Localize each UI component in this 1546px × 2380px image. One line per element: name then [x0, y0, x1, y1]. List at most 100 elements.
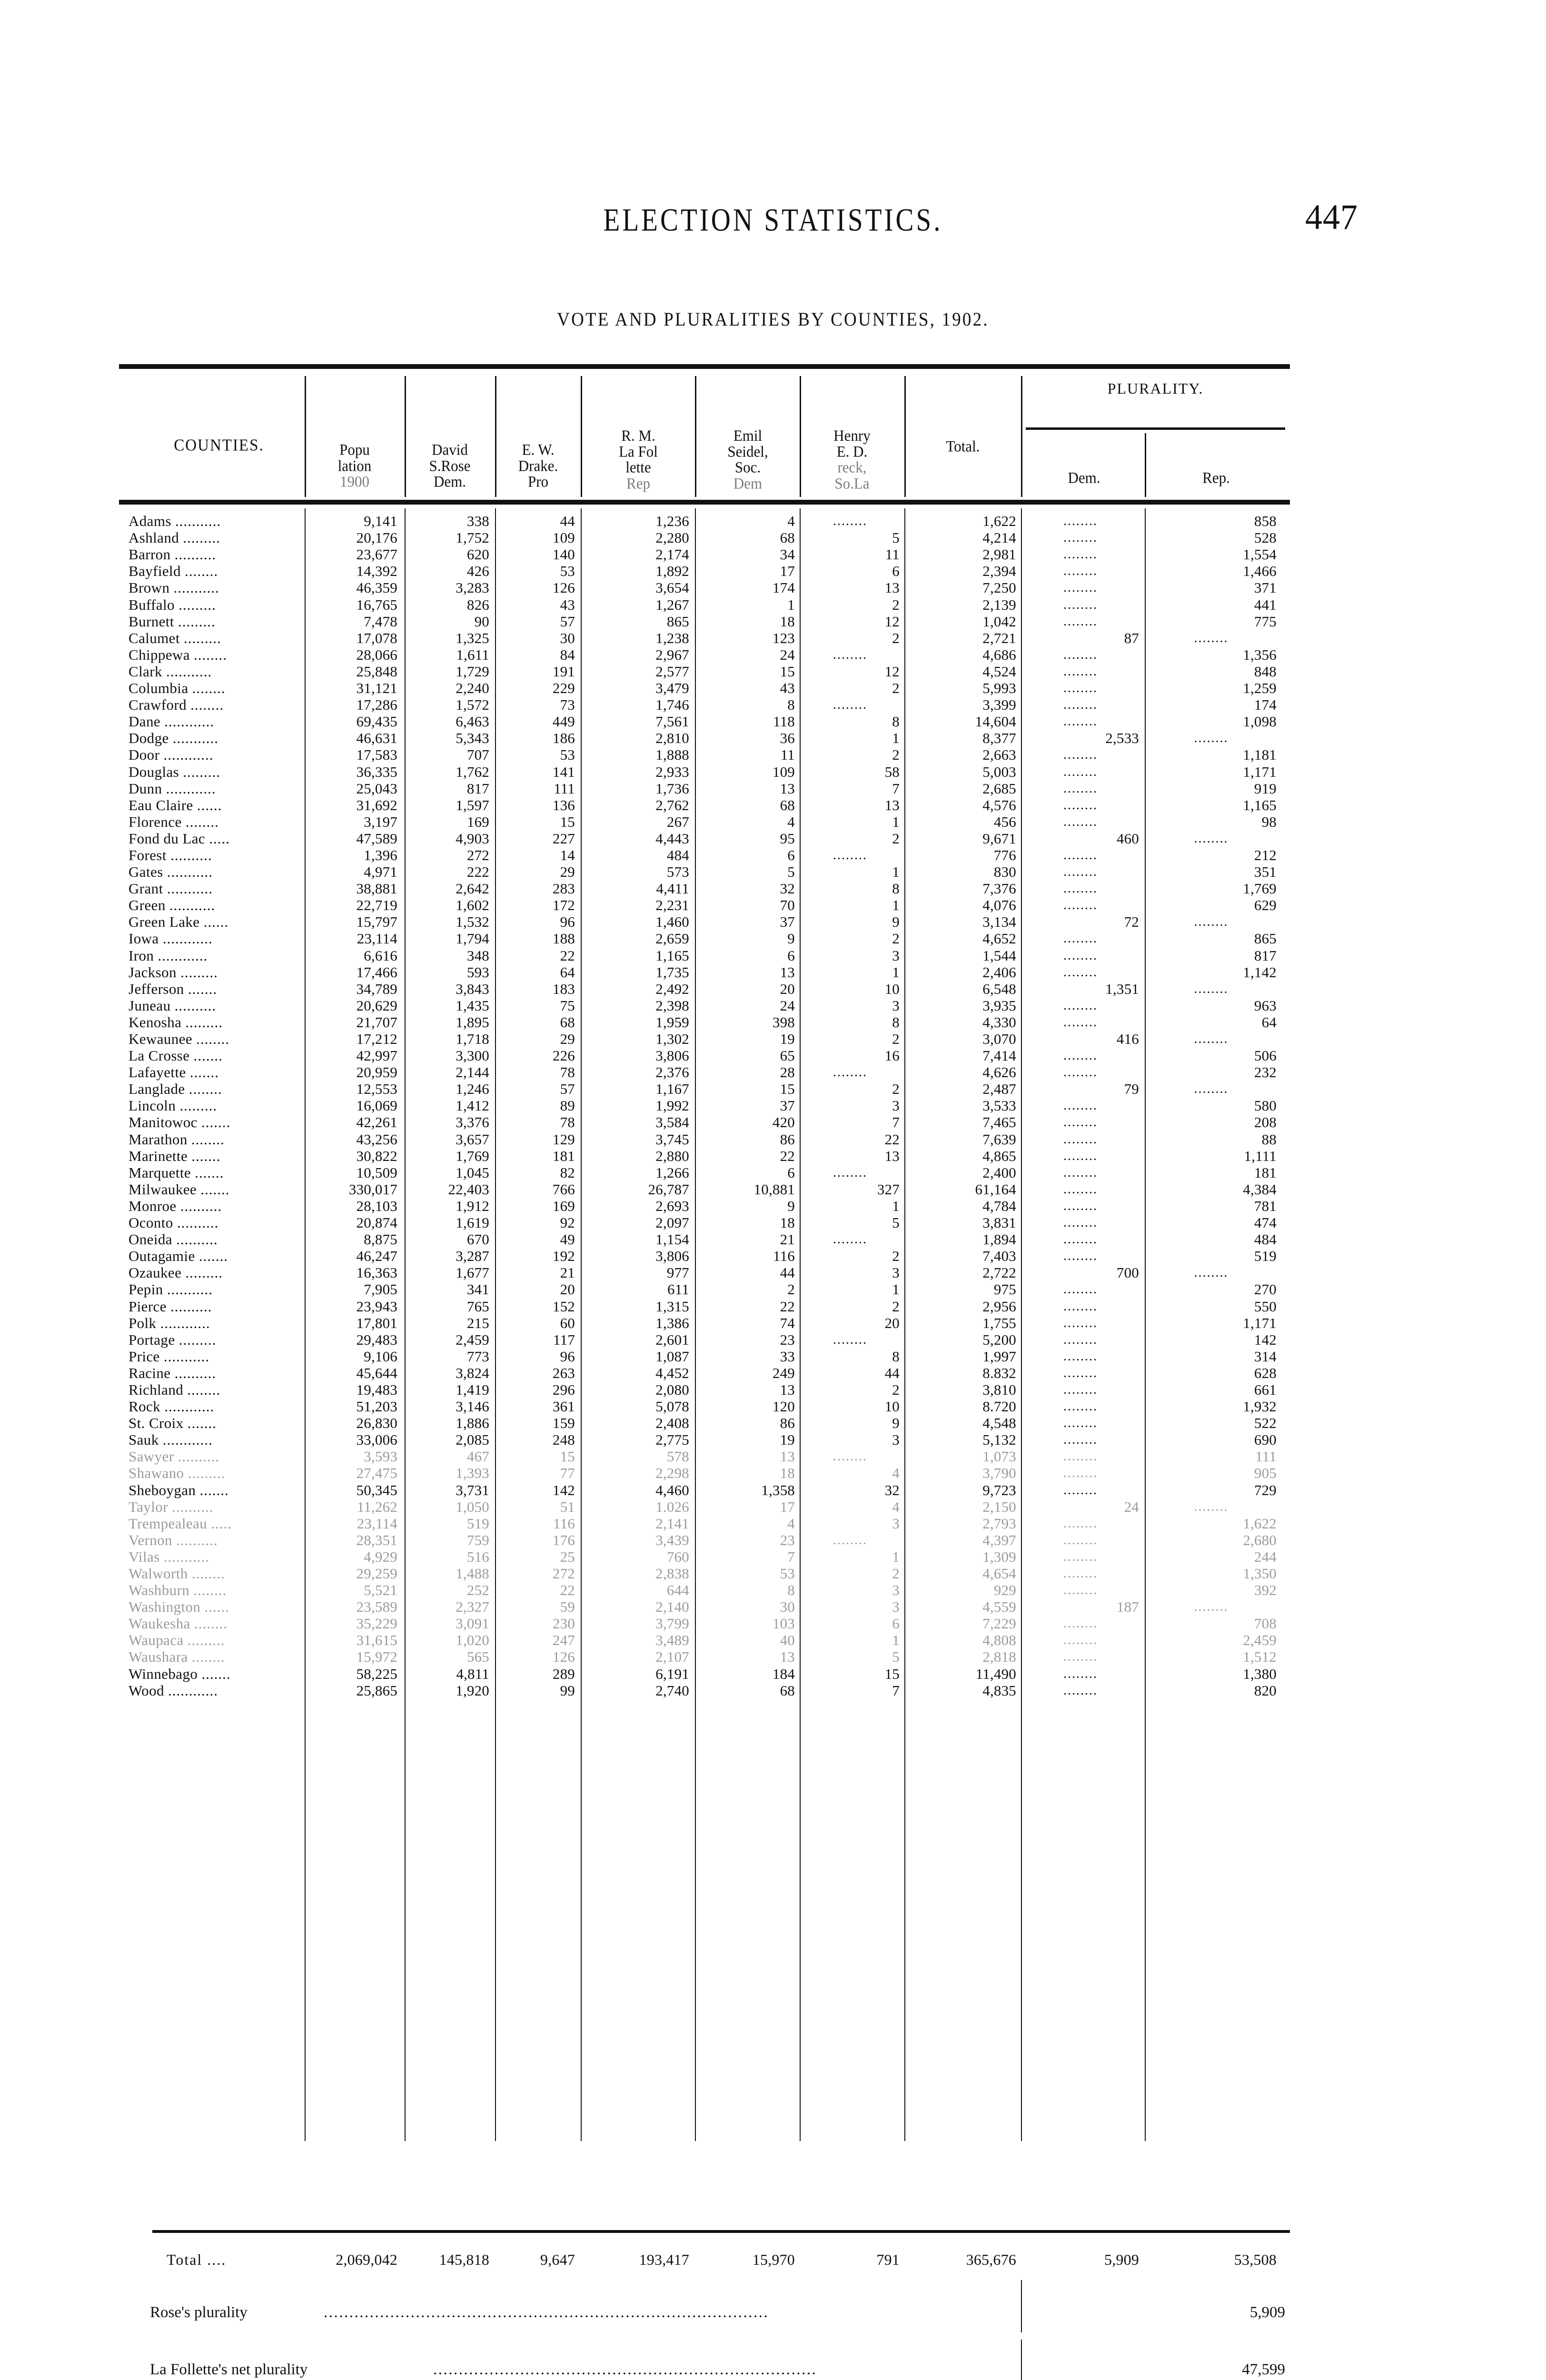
table-cell-value: 78 [560, 1064, 575, 1081]
table-cell-value: 191 [552, 663, 575, 680]
table-cell-value: 1,512 [1243, 1648, 1277, 1666]
table-cell-value: 1,736 [655, 780, 689, 797]
table-cell-value: 1 [892, 1197, 900, 1214]
table-cell-value: 7,561 [655, 713, 689, 730]
table-cell-value: 215 [466, 1314, 489, 1331]
table-cell-value: 159 [552, 1415, 575, 1432]
table-cell-value: 5,003 [982, 763, 1016, 780]
table-cell-value: 23,114 [357, 930, 397, 947]
table-cell-value: 96 [560, 913, 575, 931]
table-cell-value: 348 [466, 947, 489, 964]
table-cell-value: 2 [892, 1565, 900, 1582]
table-cell-value: 73 [560, 696, 575, 714]
table-cell-value: 3,593 [364, 1448, 397, 1465]
empty-cell-dots: ........ [833, 1065, 867, 1080]
col-header-plurality-dem: Dem. [1068, 469, 1100, 487]
rose-plurality-value: 5,909 [1249, 2304, 1285, 2321]
table-cell-value: 116 [773, 1248, 795, 1265]
table-cell-value: 700 [1116, 1264, 1139, 1281]
table-cell-value: 3 [892, 1097, 900, 1114]
table-cell-value: 1,554 [1243, 546, 1277, 563]
table-cell-value: 392 [1254, 1582, 1277, 1599]
table-row: Dane ............ 69,435 6,463 449 7,561 118 8… [119, 713, 1290, 731]
table-cell-value: 3,134 [982, 913, 1016, 931]
table-cell-value: 40 [780, 1632, 795, 1649]
empty-cell-dots: ........ [833, 1232, 867, 1247]
table-cell-value: 2,685 [982, 780, 1016, 797]
table-cell-value: 1,677 [456, 1264, 489, 1281]
table-cell-value: 3,806 [655, 1047, 689, 1064]
table-cell-value: 2,967 [655, 646, 689, 663]
table-cell-value: 1,356 [1243, 646, 1277, 663]
table-cell-value: 32 [884, 1481, 900, 1498]
table-cell-value: 2,492 [655, 980, 689, 997]
table-cell-value: 2,280 [655, 529, 689, 546]
table-cell-value: 3,790 [982, 1465, 1016, 1482]
table-cell-value: 817 [466, 780, 489, 797]
county-name: Waushara ........ [129, 1648, 225, 1666]
table-cell-value: 68 [780, 796, 795, 813]
empty-cell-dots: ........ [1063, 764, 1098, 779]
table-cell-value: 84 [560, 646, 575, 663]
total-cell-value: 365,676 [966, 2251, 1016, 2268]
empty-cell-dots: ........ [1063, 1633, 1098, 1648]
table-cell-value: 126 [552, 1648, 575, 1666]
table-cell-value: 8 [892, 713, 900, 730]
table-cell-value: 963 [1254, 997, 1277, 1014]
empty-cell-dots: ........ [1063, 714, 1098, 729]
header-rule-4 [581, 376, 582, 497]
table-cell-value: 314 [1254, 1348, 1277, 1365]
table-cell-value: 8.720 [982, 1398, 1016, 1415]
table-cell-value: 1,309 [982, 1548, 1016, 1565]
table-row: Rock ............ 51,203 3,146 361 5,078 120 1… [119, 1398, 1290, 1416]
table-cell-value: 2,394 [982, 563, 1016, 580]
table-cell-value: 2,659 [655, 930, 689, 947]
table-cell-value: 181 [552, 1147, 575, 1164]
table-cell-value: 65 [780, 1047, 795, 1064]
table-cell-value: 4,576 [982, 796, 1016, 813]
table-cell-value: 2,140 [655, 1598, 689, 1616]
table-cell-value: 578 [666, 1448, 689, 1465]
table-cell-value: 283 [552, 880, 575, 897]
table-cell-value: 2,327 [456, 1598, 489, 1616]
table-cell-value: 61,164 [975, 1180, 1016, 1198]
table-cell-value: 2,663 [982, 746, 1016, 764]
table-cell-value: 9 [892, 913, 900, 931]
table-cell-value: 11 [780, 746, 795, 764]
table-cell-value: 8 [892, 1348, 900, 1365]
table-cell-value: 184 [772, 1665, 795, 1682]
table-cell-value: 42,261 [356, 1114, 397, 1131]
table-cell-value: 174 [1254, 696, 1277, 714]
table-cell-value: 44 [884, 1364, 900, 1381]
table-row: Washburn ........ 5,521 252 22 644 8 3 929.....… [119, 1582, 1290, 1600]
table-cell-value: 1,238 [655, 629, 689, 646]
county-name: Milwaukee ....... [129, 1180, 230, 1198]
table-cell-value: 1 [892, 863, 900, 881]
table-cell-value: 1,087 [655, 1348, 689, 1365]
table-cell-value: 593 [466, 963, 489, 981]
table-cell-value: 4,929 [364, 1548, 397, 1565]
table-cell-value: 12,553 [356, 1081, 397, 1098]
table-cell-value: 817 [1254, 947, 1277, 964]
empty-cell-dots: ........ [833, 1165, 867, 1180]
table-cell-value: 9,671 [982, 830, 1016, 847]
table-cell-value: 905 [1254, 1465, 1277, 1482]
plurality-underline [1026, 427, 1285, 430]
table-cell-value: 1,912 [456, 1197, 489, 1214]
county-name: Door ............ [129, 746, 214, 764]
col-header-counties: COUNTIES. [174, 436, 264, 455]
col-header-lafollette-l2: La Fol [619, 442, 658, 460]
table-cell-value: 441 [1254, 596, 1277, 613]
table-cell-value: 2,722 [982, 1264, 1016, 1281]
table-cell-value: 5,343 [456, 730, 489, 747]
county-name: Crawford ........ [129, 696, 224, 714]
table-cell-value: 2 [892, 930, 900, 947]
table-cell-value: 2 [892, 1248, 900, 1265]
table-cell-value: 1,755 [982, 1314, 1016, 1331]
table-cell-value: 729 [1254, 1481, 1277, 1498]
county-name: Green Lake ...... [129, 913, 229, 931]
table-cell-value: 16,363 [356, 1264, 397, 1281]
col-header-lafollette-l1: R. M. [621, 426, 655, 444]
table-cell-value: 267 [666, 813, 689, 830]
